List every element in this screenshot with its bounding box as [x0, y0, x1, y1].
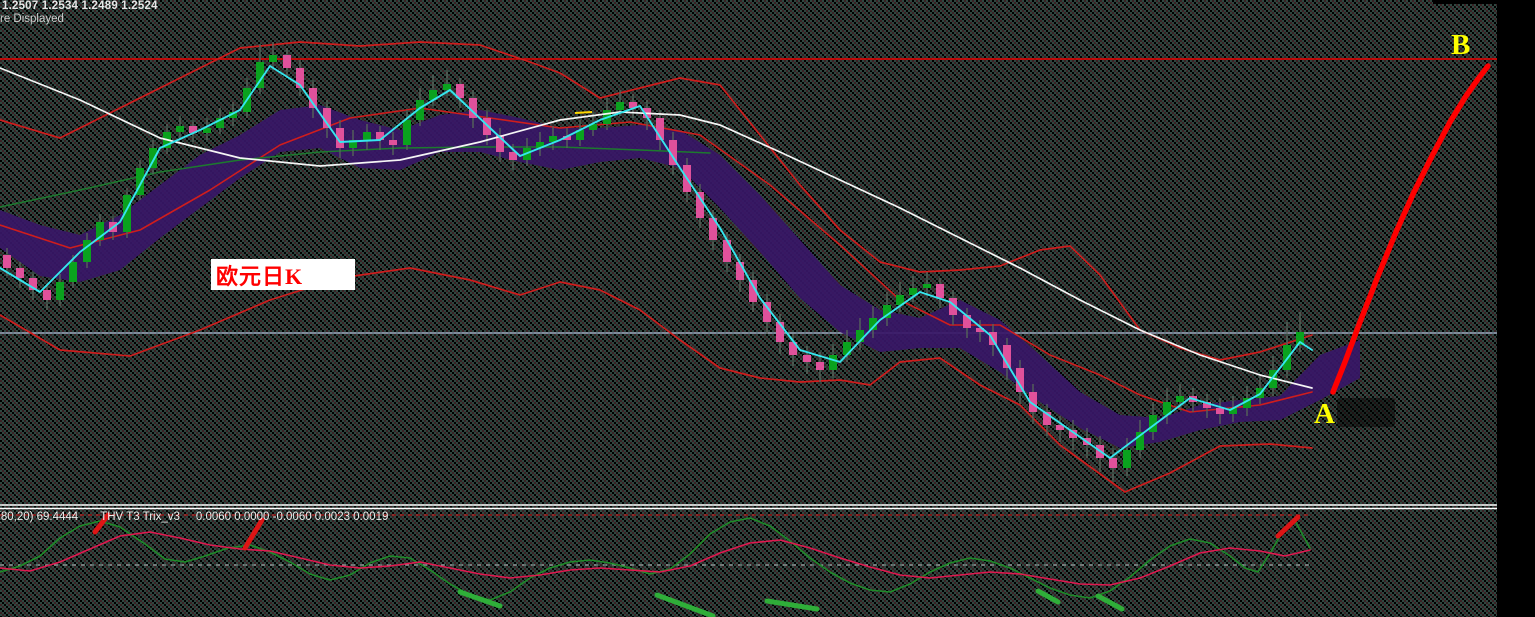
- series-cyan-ma: [0, 65, 1313, 459]
- series-trix-signal-red: [0, 531, 1311, 586]
- ohlc-readout: 1.2507 1.2534 1.2489 1.2524: [2, 0, 158, 12]
- indicator-values: 0.0060 0.0000 -0.0060 0.0023 0.0019: [195, 511, 389, 523]
- sub-green-marker-4: [1095, 593, 1125, 612]
- instrument-label-box: 欧元日K: [211, 259, 355, 290]
- indicator-readout: (80,20) 69.4444 THV T3 Trix_v3 0.0060 0.…: [0, 511, 388, 523]
- stoch-readout: (80,20) 69.4444: [0, 511, 79, 523]
- right-margin: [1497, 0, 1535, 617]
- series-band-middle: [0, 107, 1313, 413]
- sub-red-marker-1: [242, 517, 265, 551]
- chart-area[interactable]: 1.2507 1.2534 1.2489 1.2524 re Displayed…: [0, 0, 1497, 617]
- instrument-label: 欧元日K: [216, 263, 304, 289]
- annotation-projection-curve: [1330, 63, 1491, 395]
- series-band-upper: [0, 41, 1313, 361]
- series-green-ma: [0, 146, 711, 208]
- yellow-dash-mark: [574, 111, 593, 114]
- annotation-point-b: B: [1451, 29, 1471, 61]
- indicator-name: THV T3 Trix_v3: [100, 511, 180, 523]
- series-white-ma: [0, 67, 1313, 389]
- sub-green-marker-0: [457, 589, 503, 609]
- sub-green-marker-2: [764, 598, 820, 612]
- indicator-cloud: [0, 105, 1360, 448]
- top-right-notch: [1433, 0, 1497, 4]
- sub-green-marker-3: [1035, 588, 1061, 605]
- sub-red-marker-0: [92, 512, 111, 535]
- sub-green-marker-1: [654, 592, 716, 617]
- watermark-text: re Displayed: [0, 13, 64, 25]
- annotation-point-a: A: [1314, 398, 1335, 430]
- price-chart-canvas[interactable]: [0, 0, 1497, 617]
- sub-red-marker-2: [1275, 514, 1301, 539]
- annotation-shadow: [1337, 398, 1395, 427]
